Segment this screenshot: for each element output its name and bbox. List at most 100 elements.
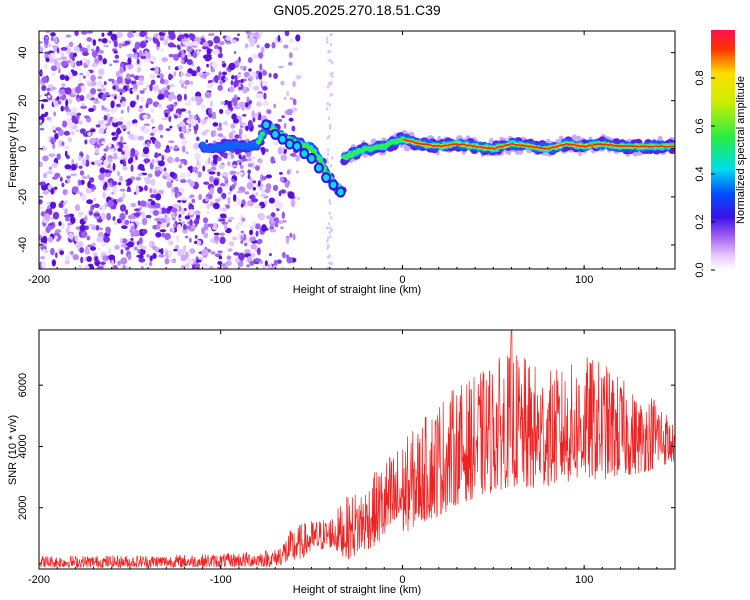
noise-speckle (227, 102, 233, 109)
noise-speckle (268, 263, 273, 269)
noise-speckle (136, 58, 140, 65)
noise-speckle (100, 119, 104, 124)
noise-speckle (181, 49, 184, 55)
ridge-point (519, 144, 522, 147)
noise-speckle (119, 204, 127, 212)
noise-speckle (185, 129, 191, 134)
noise-speckle (127, 241, 135, 248)
noise-speckle (273, 259, 278, 267)
ridge-point (595, 143, 598, 146)
ridge-point (565, 142, 568, 145)
noise-speckle (67, 123, 74, 129)
noise-speckle (150, 178, 156, 187)
colorbar-tick-label: 0.6 (694, 118, 706, 133)
spectrogram-y-tick-label: -20 (17, 189, 29, 205)
noise-speckle (288, 117, 294, 122)
noise-speckle (291, 107, 298, 112)
noise-speckle (328, 103, 332, 107)
noise-speckle (70, 163, 77, 171)
noise-speckle (101, 32, 105, 37)
noise-speckle (276, 201, 283, 210)
noise-speckle (118, 116, 124, 121)
noise-speckle (228, 86, 235, 93)
noise-speckle (41, 103, 44, 110)
ridge-point (445, 144, 448, 147)
noise-speckle (130, 237, 134, 241)
noise-speckle (90, 48, 95, 52)
noise-speckle (74, 204, 81, 212)
ridge-point (637, 145, 640, 148)
noise-speckle (103, 148, 109, 152)
noise-speckle (108, 254, 116, 261)
noise-speckle (147, 198, 153, 202)
noise-speckle (79, 95, 85, 102)
noise-speckle (178, 164, 183, 169)
noise-speckle (73, 45, 80, 52)
noise-speckle (221, 207, 227, 212)
noise-speckle (238, 86, 242, 90)
noise-speckle (156, 223, 161, 230)
noise-speckle (49, 138, 57, 143)
noise-speckle (247, 174, 251, 180)
noise-speckle (171, 226, 175, 233)
noise-speckle (80, 256, 84, 264)
ridge-point (587, 144, 590, 147)
noise-speckle (223, 121, 228, 126)
noise-speckle (120, 125, 127, 130)
noise-speckle (281, 211, 286, 219)
noise-speckle (113, 221, 117, 226)
noise-speckle (204, 91, 212, 99)
noise-speckle (169, 240, 174, 245)
noise-speckle (75, 60, 81, 67)
noise-speckle (250, 236, 256, 242)
snr-y-tick-label: 6000 (17, 373, 29, 397)
noise-speckle (184, 72, 192, 77)
noise-speckle (242, 86, 248, 94)
noise-speckle (164, 248, 168, 253)
noise-speckle (52, 176, 58, 180)
colorbar-gradient (711, 30, 735, 270)
ridge-point (505, 143, 508, 147)
ridge-point (631, 145, 634, 148)
noise-speckle (79, 192, 83, 197)
noise-speckle (168, 53, 175, 58)
noise-speckle (83, 115, 90, 119)
noise-speckle (213, 48, 220, 55)
noise-speckle (79, 224, 86, 232)
noise-speckle (285, 236, 290, 244)
noise-speckle (90, 88, 97, 95)
noise-speckle (330, 60, 333, 64)
ridge-point (455, 142, 458, 146)
ridge-point (493, 147, 496, 150)
colorbar: 0.0 0.2 0.4 0.6 0.8 Normalized spectral ampl… (694, 30, 747, 278)
noise-speckle (171, 207, 178, 213)
noise-speckle (284, 31, 290, 37)
noise-speckle (107, 142, 112, 149)
noise-speckle (219, 183, 226, 187)
noise-speckle (74, 31, 79, 37)
noise-speckle (326, 152, 330, 156)
noise-speckle (98, 68, 105, 76)
noise-speckle (237, 33, 241, 37)
noise-speckle (179, 158, 187, 162)
noise-speckle (180, 108, 187, 112)
noise-speckle (84, 246, 90, 254)
ridge-point (597, 143, 600, 146)
noise-speckle (280, 265, 286, 269)
noise-speckle (256, 44, 260, 48)
noise-speckle (89, 210, 93, 216)
noise-speckle (154, 152, 159, 159)
noise-speckle (105, 226, 111, 235)
noise-speckle (174, 66, 179, 71)
noise-speckle (98, 49, 104, 54)
noise-speckle (109, 94, 116, 97)
ridge-point (615, 144, 618, 147)
noise-speckle (137, 254, 144, 259)
noise-speckle (241, 158, 248, 162)
noise-speckle (41, 230, 47, 237)
noise-speckle (124, 219, 130, 226)
noise-speckle (240, 65, 244, 70)
noise-speckle (64, 75, 70, 82)
ridge-point (431, 144, 434, 147)
ridge-point (441, 144, 444, 147)
